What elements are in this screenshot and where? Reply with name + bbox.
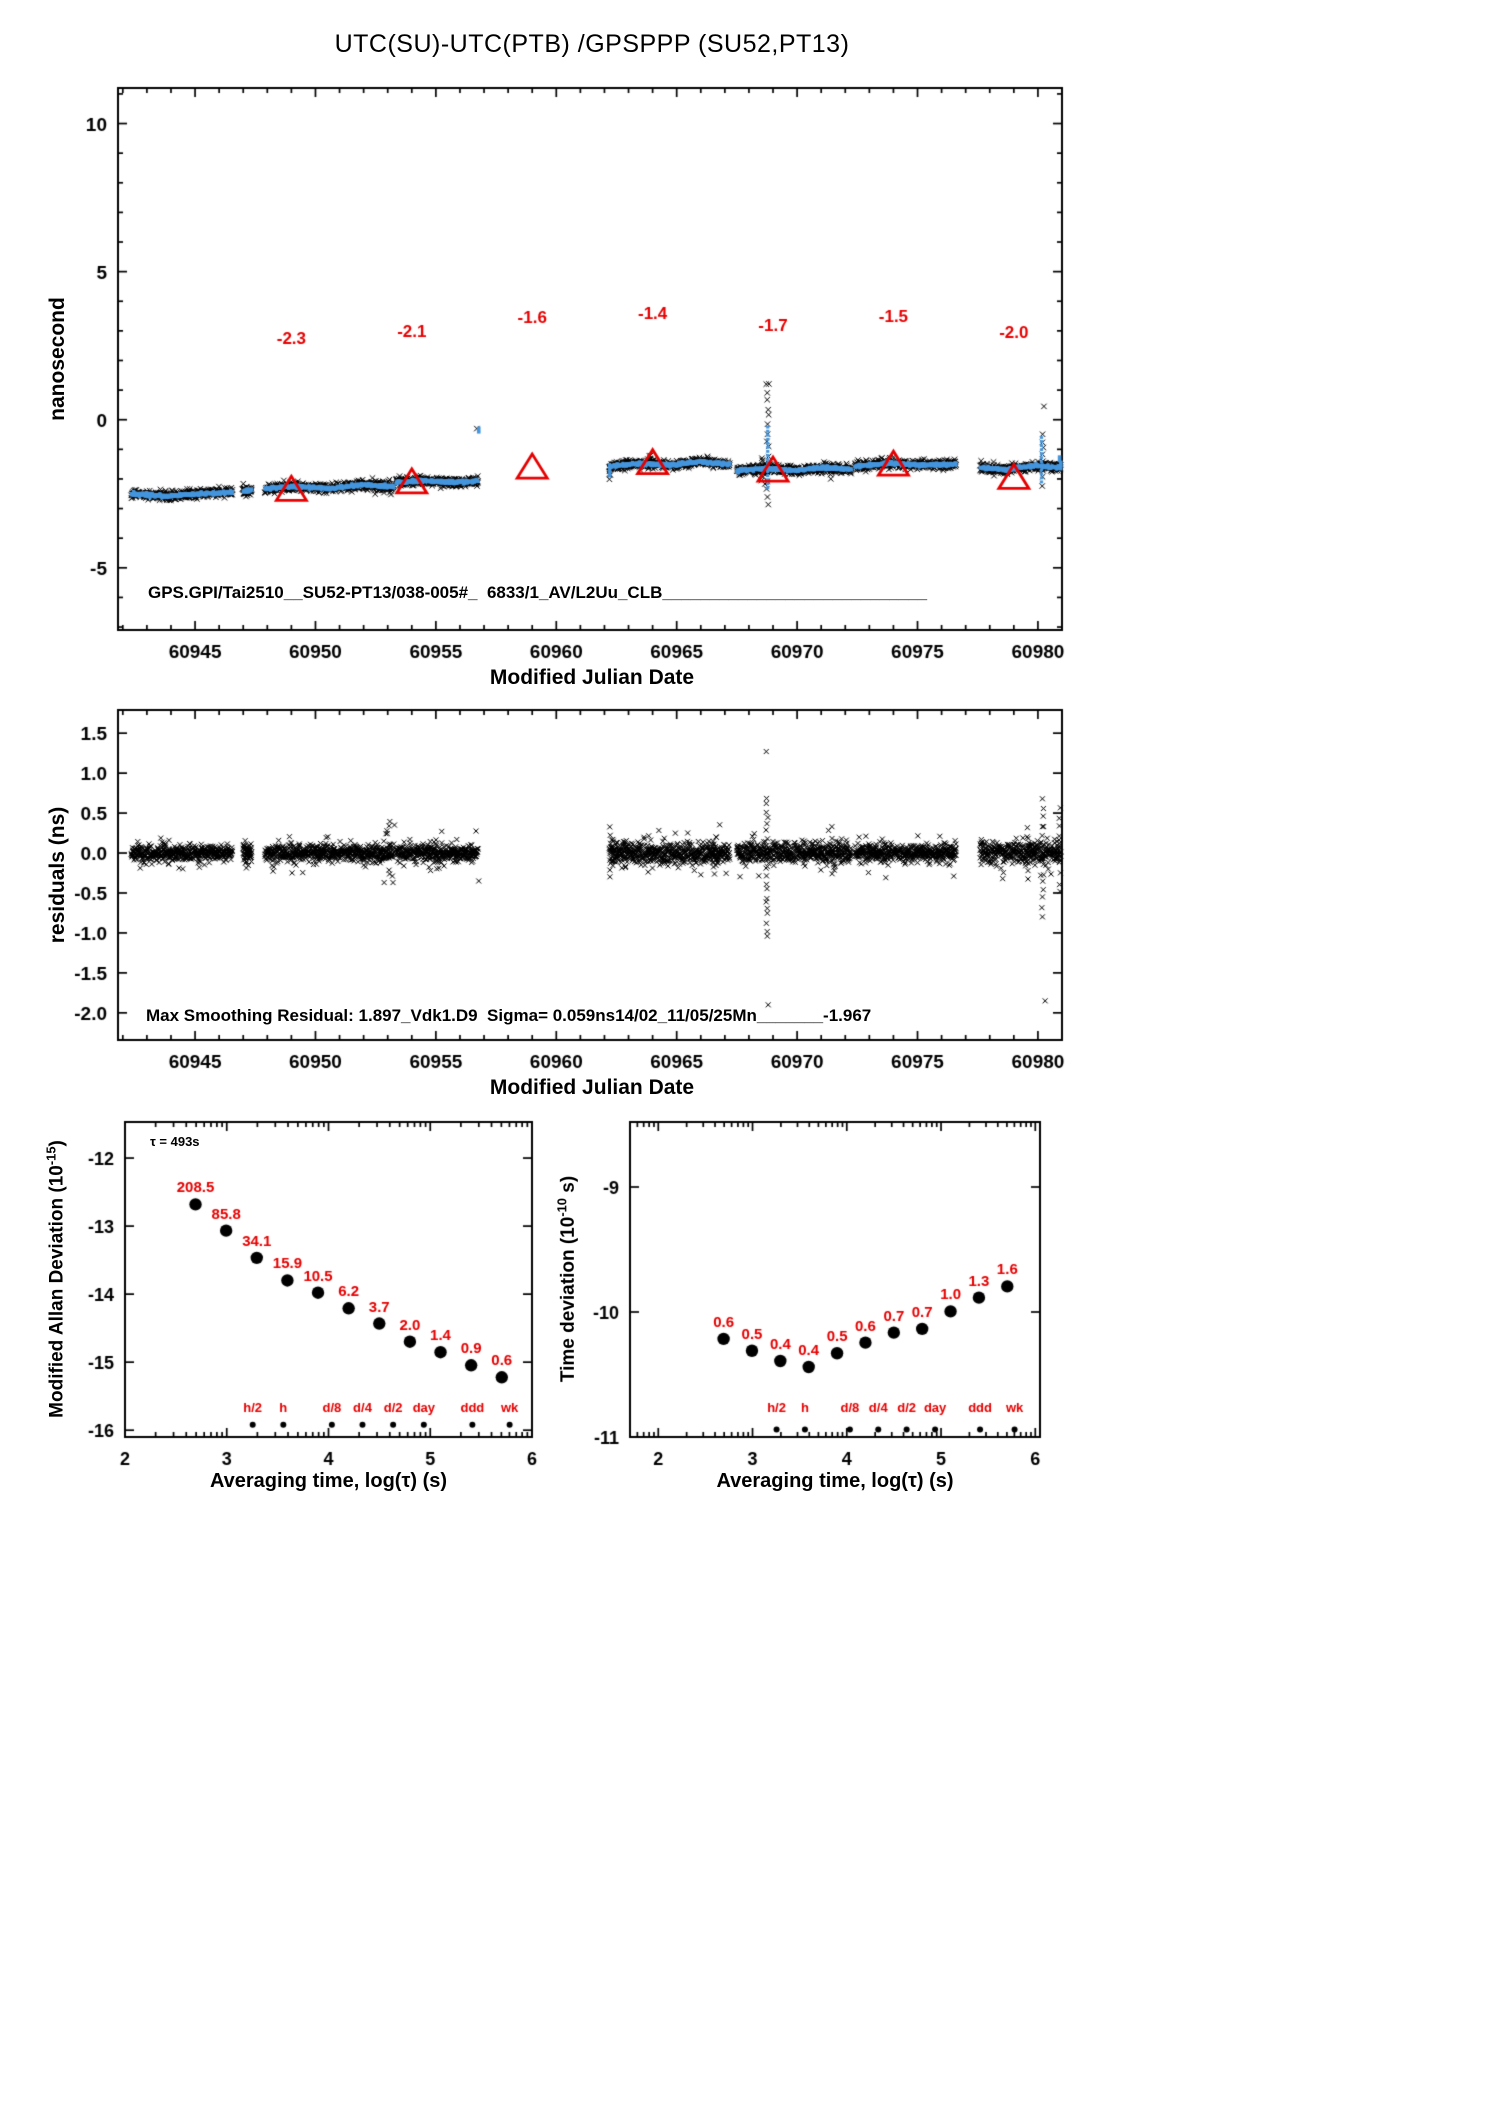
- mdev-xaxis-label: Averaging time, log(τ) (s): [209, 1470, 448, 1492]
- mdev-yaxis-label: Modified Allan Deviation (10-15): [43, 1140, 68, 1418]
- ylabel-pre: Modified Allan Deviation (10: [46, 1165, 68, 1418]
- ylabel-sup: -15: [43, 1146, 59, 1166]
- ylabel-post: s): [557, 1175, 579, 1199]
- ylabel-sup: -10: [554, 1198, 570, 1217]
- dataset-annotation: GPS.GPI/Tai2510__SU52-PT13/038-005#_ 683…: [148, 583, 928, 602]
- residual-xaxis-label: Modified Julian Date: [489, 1076, 695, 1099]
- ylabel-pre: residuals (ns): [46, 806, 69, 944]
- tdev-yaxis-label: Time deviation (10-10 s): [554, 1176, 579, 1382]
- tdev-xaxis-label: Averaging time, log(τ) (s): [716, 1470, 954, 1492]
- ylabel-pre: Time deviation (10: [557, 1216, 579, 1383]
- residual-yaxis-label: residuals (ns): [44, 807, 70, 944]
- top-yaxis-label: nanosecond: [44, 297, 70, 421]
- tau-annotation: τ = 493s: [150, 1134, 200, 1149]
- top-xaxis-label: Modified Julian Date: [489, 666, 695, 689]
- ylabel-pre: nanosecond: [46, 297, 69, 421]
- residual-stats-annotation: Max Smoothing Residual: 1.897_Vdk1.D9 Si…: [146, 1006, 872, 1025]
- ylabel-post: ): [46, 1140, 68, 1147]
- chart-title: UTC(SU)-UTC(PTB) /GPSPPP (SU52,PT13): [334, 30, 850, 58]
